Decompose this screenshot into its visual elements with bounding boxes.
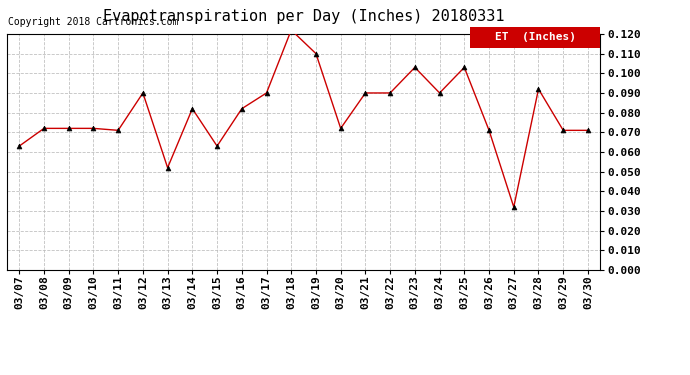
Text: Copyright 2018 Cartronics.com: Copyright 2018 Cartronics.com xyxy=(8,17,179,27)
Title: Evapotranspiration per Day (Inches) 20180331: Evapotranspiration per Day (Inches) 2018… xyxy=(103,9,504,24)
